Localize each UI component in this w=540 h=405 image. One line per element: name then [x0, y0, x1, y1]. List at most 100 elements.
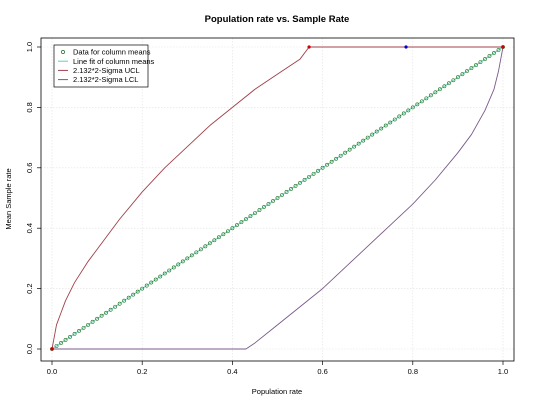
data-point [158, 274, 163, 279]
data-point [77, 328, 81, 333]
data-point [329, 159, 334, 164]
marker-point [501, 45, 505, 49]
data-point [280, 193, 284, 197]
data-point [343, 150, 348, 155]
x-tick-label: 1.0 [498, 367, 508, 376]
data-point [424, 96, 429, 101]
data-point [320, 165, 325, 170]
data-point [63, 338, 68, 342]
data-point [113, 304, 118, 309]
data-point [90, 319, 95, 324]
legend-label: Data for column means [73, 48, 151, 57]
data-point [108, 307, 113, 312]
legend-box [53, 44, 149, 88]
data-point [379, 126, 384, 131]
data-point [289, 187, 293, 191]
data-point [460, 72, 465, 77]
data-point [293, 184, 298, 188]
y-tick-label: 0.2 [25, 283, 34, 293]
y-axis: 0.0 0.2 0.4 0.6 0.8 1.0 [25, 42, 41, 354]
data-point [189, 253, 194, 258]
data-point [149, 280, 154, 285]
data-point [144, 283, 149, 288]
data-point [167, 268, 172, 273]
data-point [257, 208, 262, 212]
data-point [352, 144, 357, 149]
data-point [451, 78, 456, 83]
data-point [271, 199, 275, 203]
series-line-2-132-2-sigma-ucl [51, 46, 503, 350]
data-point [406, 108, 411, 113]
series-line-2-132-2-sigma-lcl [52, 46, 504, 350]
data-point [235, 223, 239, 228]
data-point [311, 171, 316, 176]
series-layer [50, 45, 505, 351]
x-axis-label: Population rate [252, 387, 302, 396]
data-point [99, 313, 104, 318]
data-point [469, 66, 474, 71]
data-point [433, 90, 438, 95]
legend-label: 2.132*2-Sigma LCL [73, 75, 138, 84]
legend-label: Line fit of column means [73, 57, 155, 66]
data-point [194, 250, 199, 255]
data-point [419, 99, 424, 104]
data-point [180, 259, 185, 264]
data-point [122, 298, 127, 303]
data-point [266, 202, 271, 206]
data-point [410, 105, 415, 110]
data-point [239, 220, 244, 225]
data-point [397, 114, 402, 119]
data-point [135, 289, 140, 294]
data-point [225, 229, 230, 234]
y-tick-label: 0.4 [25, 223, 34, 233]
data-point [153, 277, 158, 282]
data-point [383, 123, 388, 128]
x-axis: 0.0 0.2 0.4 0.6 0.8 1.0 [47, 361, 508, 376]
data-point [81, 325, 86, 330]
data-point [483, 57, 487, 61]
data-point [442, 84, 447, 89]
data-point [492, 51, 496, 55]
y-tick-label: 0.6 [25, 163, 34, 173]
marker-point [404, 45, 408, 49]
plot-frame [40, 37, 515, 362]
data-point [68, 335, 72, 339]
x-tick-label: 0.2 [137, 367, 147, 376]
data-point [72, 331, 77, 336]
data-point [176, 262, 181, 267]
data-point [388, 120, 393, 125]
data-point [253, 211, 257, 216]
data-point [262, 205, 266, 209]
data-point [275, 196, 280, 200]
legend-symbol [61, 50, 65, 54]
data-point [316, 168, 320, 173]
data-point [401, 111, 406, 116]
y-tick-label: 0.8 [25, 102, 34, 112]
x-tick-label: 0.0 [47, 367, 57, 376]
data-point [370, 132, 375, 137]
data-point [478, 60, 483, 65]
data-point [248, 214, 253, 219]
marker-point [307, 45, 311, 49]
data-point [140, 286, 145, 291]
data-point [212, 238, 217, 243]
data-point [356, 141, 361, 146]
data-point [428, 93, 433, 98]
data-point [446, 81, 451, 86]
data-point [86, 322, 90, 327]
data-point [171, 265, 176, 270]
x-tick-label: 0.6 [317, 367, 327, 376]
marker-point [50, 347, 54, 351]
data-point [59, 341, 63, 345]
data-point [365, 135, 370, 140]
data-point [302, 177, 307, 182]
data-point [198, 247, 203, 252]
data-point [162, 271, 167, 276]
data-point [361, 138, 366, 143]
y-axis-label: Mean Sample rate [4, 168, 13, 229]
chart-title: Population rate vs. Sample Rate [205, 14, 350, 25]
legend-label: 2.132*2-Sigma UCL [73, 66, 140, 75]
data-point [104, 310, 109, 315]
